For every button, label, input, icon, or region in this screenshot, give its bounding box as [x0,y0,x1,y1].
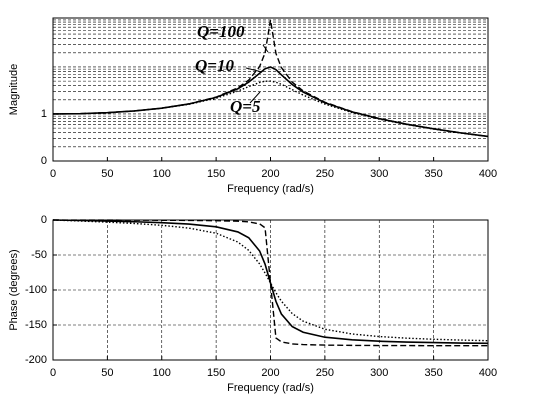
x-tick-label: 350 [424,168,442,180]
x-tick-label: 0 [50,367,56,379]
x-tick-label: 150 [207,168,225,180]
line-series [52,66,489,138]
y-axis-label: Phase (degrees) [8,249,20,330]
x-tick-label: 50 [101,168,113,180]
x-tick-label: 50 [101,367,113,379]
x-tick-label: 400 [479,367,497,379]
x-tick-label: 250 [316,367,334,379]
y-tick-label: -200 [25,354,47,366]
x-axis-label: Frequency (rad/s) [227,183,314,195]
x-tick-label: 300 [370,168,388,180]
y-tick-label: -100 [25,284,47,296]
y-tick-label: 0 [41,214,47,226]
x-tick-label: 150 [207,367,225,379]
x-tick-label: 100 [153,168,171,180]
y-tick-label: -150 [25,319,47,331]
annotation: Q=5 [230,97,261,116]
line-series [52,80,489,138]
x-tick-label: 250 [316,168,334,180]
x-tick-label: 100 [153,367,171,379]
y-axis-label: Magnitude [8,64,20,115]
y-tick-label: 1 [41,108,47,120]
x-tick-label: 300 [370,367,388,379]
annotation-leader [262,44,269,53]
y-tick-label: -50 [31,249,47,261]
x-tick-label: 400 [479,168,497,180]
axes-frame [52,219,489,361]
x-tick-label: 0 [50,168,56,180]
line-series [52,219,489,345]
x-tick-label: 200 [261,168,279,180]
axes-frame [52,17,489,162]
annotation-leader [245,67,263,73]
y-tick-label: 0 [41,155,47,167]
annotation: Q=100 [197,22,245,41]
line-series [52,219,489,342]
plot-area [53,18,488,161]
x-tick-label: 350 [424,367,442,379]
x-axis-label: Frequency (rad/s) [227,382,314,394]
annotation: Q=10 [195,56,234,75]
x-tick-label: 200 [261,367,279,379]
annotation-leader [249,91,261,104]
